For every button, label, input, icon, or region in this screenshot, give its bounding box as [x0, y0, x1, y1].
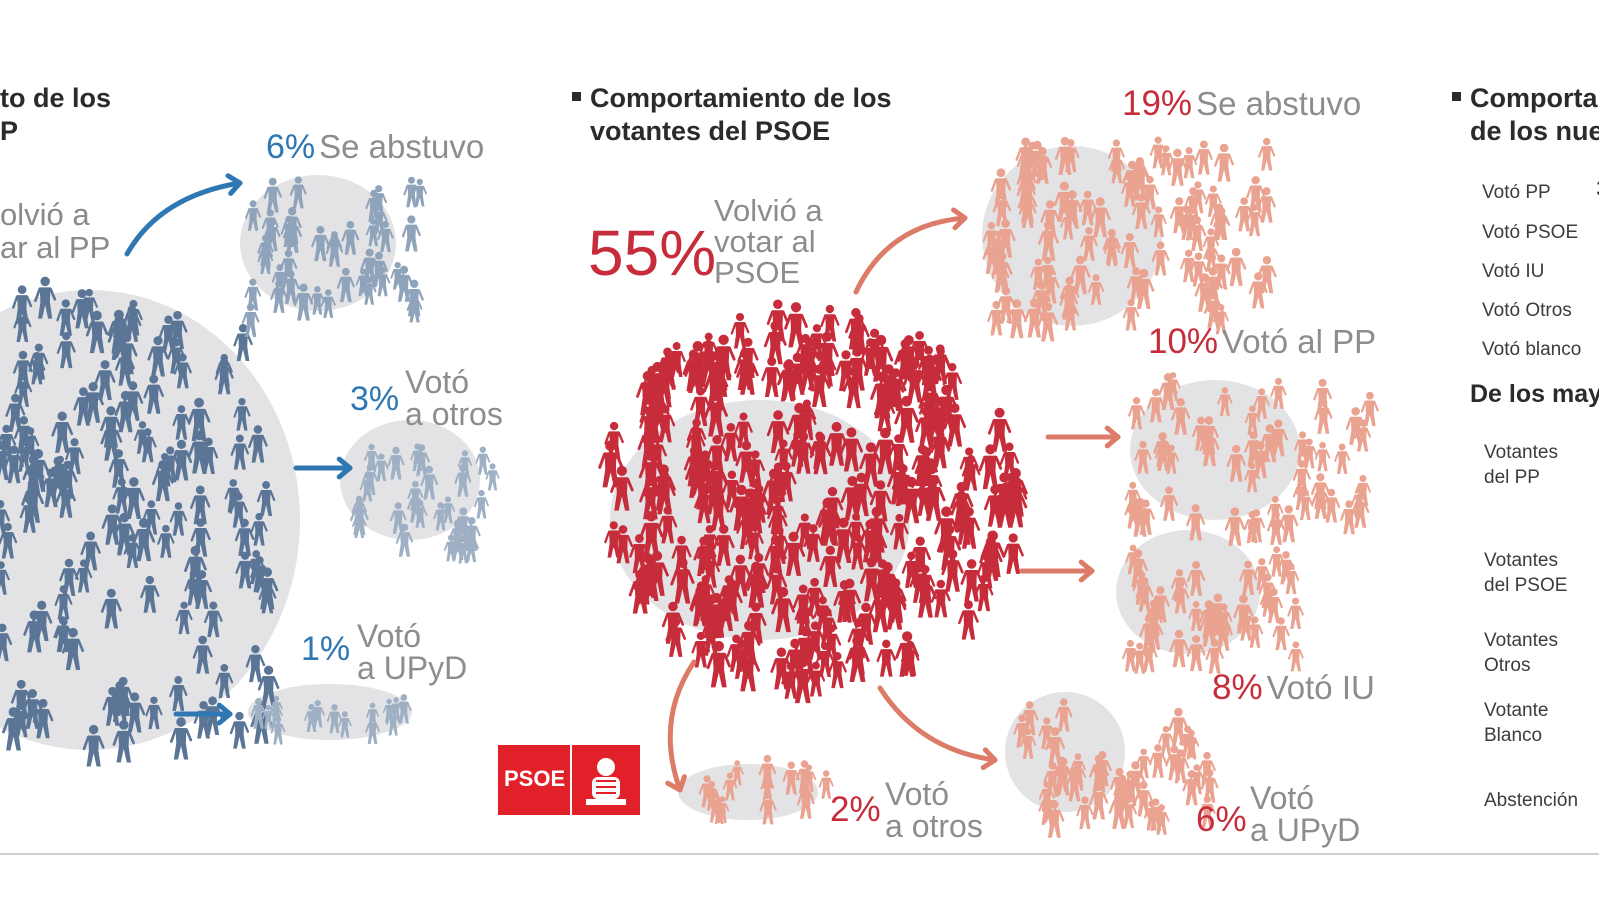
- psoe-panel-title: Comportamiento de los votantes del PSOE: [572, 82, 892, 148]
- psoe-main-line2: votar al: [714, 224, 816, 259]
- pp-main-line1: olvió a: [0, 197, 90, 232]
- psoe-flow-iu: 8% Votó IU: [1212, 668, 1375, 708]
- pp-otros-pct: 3%: [350, 380, 400, 418]
- pp-otros-line1: Votó: [405, 364, 470, 400]
- pp-arrow-upyd: [173, 702, 233, 726]
- psoe-main-line3: PSOE: [714, 255, 801, 290]
- right-row-3: Votó Otros: [1482, 300, 1572, 321]
- right-partial-value: 3: [1596, 176, 1599, 201]
- psoe-flow-pp: 10% Votó al PP: [1148, 322, 1376, 362]
- psoe-main-pct: 55%: [588, 217, 717, 289]
- psoe-arrow-otros: [665, 659, 697, 793]
- psoe-abstuvo-crowd: [982, 136, 1277, 342]
- psoe-arrow-iu: [1019, 559, 1095, 583]
- psoe-flow-abstuvo: 19% Se abstuvo: [1122, 84, 1361, 124]
- psoe-title-bullet: [572, 92, 581, 102]
- rose-fist-icon: [586, 758, 626, 805]
- right-panel-title: Comporta de los nue: [1452, 82, 1599, 148]
- right-title-bullet: [1452, 92, 1461, 102]
- psoe-arrow-abstuvo: [853, 207, 968, 295]
- right-group-3: Votante Blanco: [1484, 698, 1548, 748]
- right-row-2: Votó IU: [1482, 261, 1545, 282]
- psoe-logo-text: PSOE: [504, 766, 566, 791]
- right-group-4: Abstención: [1484, 790, 1579, 811]
- psoe-pp-label: Votó al PP: [1222, 323, 1377, 360]
- pp-main-crowd: [0, 276, 280, 767]
- pp-otros-line2: a otros: [405, 396, 503, 432]
- psoe-upyd-pct: 6%: [1196, 800, 1247, 839]
- psoe-otros-pct: 2%: [830, 790, 881, 829]
- psoe-otros-crowd: [698, 754, 834, 825]
- pp-otros-crowd: [350, 443, 500, 564]
- pp-arrow-otros: [293, 456, 353, 480]
- right-group-0-line2: del PP: [1484, 467, 1540, 488]
- right-group-0: Votantes del PP: [1484, 440, 1558, 490]
- crowd-layer: [0, 136, 1379, 838]
- psoe-otros-line2: a otros: [885, 808, 983, 844]
- right-section-title: De los may: [1470, 380, 1599, 408]
- pp-main-label: olvió a ar al PP: [0, 198, 110, 264]
- psoe-iu-pct: 8%: [1212, 668, 1263, 707]
- pp-title-line1: to de los: [0, 83, 112, 113]
- psoe-upyd-label: Votó a UPyD: [1250, 782, 1360, 846]
- psoe-logo-divider: [570, 745, 572, 815]
- psoe-upyd-line2: a UPyD: [1250, 812, 1361, 848]
- psoe-iu-crowd: [1122, 544, 1304, 674]
- right-group-2: Votantes Otros: [1484, 628, 1558, 678]
- right-group-3-line1: Votante: [1484, 700, 1549, 721]
- right-group-1-line1: Votantes: [1484, 550, 1558, 571]
- pp-main-line2: ar al PP: [0, 230, 111, 265]
- psoe-main-crowd: [598, 299, 1028, 704]
- right-group-2-line1: Votantes: [1484, 630, 1558, 651]
- pp-upyd-pct: 1%: [301, 630, 351, 668]
- psoe-title-line2: votantes del PSOE: [590, 116, 831, 146]
- right-group-2-line2: Otros: [1484, 655, 1531, 676]
- right-title-line1: Comporta: [1470, 83, 1598, 113]
- pp-upyd-line1: Votó: [357, 618, 422, 654]
- pp-title-line2: P: [0, 116, 19, 146]
- pp-panel-title: to de los P: [0, 82, 111, 148]
- psoe-logo: PSOE: [498, 745, 640, 815]
- right-row-0: Votó PP: [1482, 182, 1551, 203]
- pp-upyd-label: Votó a UPyD: [357, 620, 467, 684]
- psoe-abstuvo-label: Se abstuvo: [1196, 85, 1362, 122]
- psoe-iu-label: Votó IU: [1266, 669, 1375, 706]
- pp-otros-label: Votó a otros: [405, 366, 503, 430]
- pp-abstuvo-label: Se abstuvo: [319, 128, 485, 165]
- pp-upyd-crowd: [250, 694, 412, 745]
- psoe-arrow-upyd: [877, 685, 998, 771]
- pp-abstuvo-crowd: [241, 176, 428, 338]
- right-group-1: Votantes del PSOE: [1484, 548, 1567, 598]
- right-group-0-line1: Votantes: [1484, 442, 1558, 463]
- pp-flow-abstuvo: 6% Se abstuvo: [266, 128, 484, 167]
- right-group-1-line2: del PSOE: [1484, 575, 1568, 596]
- psoe-otros-line1: Votó: [885, 776, 950, 812]
- pp-arrow-abstuvo: [124, 173, 243, 257]
- right-title-line2: de los nue: [1470, 116, 1599, 146]
- psoe-upyd-line1: Votó: [1250, 780, 1315, 816]
- psoe-main-line1: Volvió a: [714, 193, 823, 228]
- right-row-4: Votó blanco: [1482, 339, 1582, 360]
- psoe-main-label: Volvió a votar al PSOE: [714, 195, 823, 288]
- psoe-arrow-pp: [1045, 425, 1121, 449]
- psoe-pp-crowd: [1124, 372, 1379, 546]
- psoe-abstuvo-pct: 19%: [1122, 84, 1193, 123]
- right-group-3-line2: Blanco: [1484, 725, 1543, 746]
- psoe-otros-label: Votó a otros: [885, 778, 983, 842]
- arrow-layer: [124, 173, 1121, 793]
- right-row-1: Votó PSOE: [1482, 222, 1579, 243]
- pp-abstuvo-pct: 6%: [266, 128, 316, 166]
- psoe-title-line1: Comportamiento de los: [590, 83, 892, 113]
- pp-upyd-line2: a UPyD: [357, 650, 468, 686]
- psoe-upyd-crowd: [1013, 698, 1219, 838]
- psoe-pp-pct: 10%: [1148, 322, 1219, 361]
